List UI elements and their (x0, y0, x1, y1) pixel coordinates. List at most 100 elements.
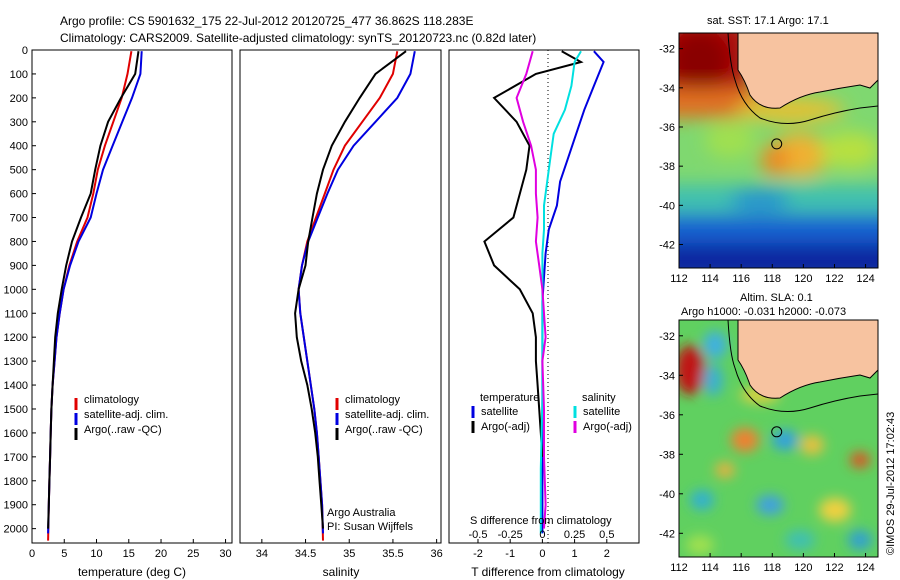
sla-argo-position-marker (771, 426, 783, 438)
x-tick-label: 0 (539, 548, 545, 560)
depth-tick-label: 1600 (4, 428, 28, 440)
x-tick-label: 35.5 (382, 548, 403, 560)
salinity-x-ticks: 34 34.5 35 35.5 36 (256, 539, 443, 560)
temperature-series (47, 51, 143, 541)
map-x-tick-label: 114 (701, 562, 719, 574)
sst-x-ticks: 112 114 116 118 120 122 124 (670, 264, 875, 285)
s-tick-label: 0 (539, 529, 545, 541)
x-tick-label: 1 (572, 548, 578, 560)
series-line-temperature-argo-adj- (483, 50, 584, 457)
legend-label-satellite: satellite-adj. clim. (345, 409, 429, 421)
map-x-tick-label: 116 (732, 273, 750, 285)
depth-tick-label: 800 (10, 236, 28, 248)
s-tick-label: -0.25 (498, 529, 523, 541)
depth-tick-label: 200 (10, 93, 28, 105)
depth-tick-label: 1100 (4, 308, 28, 320)
map-y-tick-label: -34 (659, 370, 675, 382)
x-tick-label: 35 (343, 548, 355, 560)
map-y-tick-label: -42 (659, 528, 675, 540)
x-tick-label: -1 (505, 548, 515, 560)
legend-label-satellite: satellite-adj. clim. (84, 409, 168, 421)
x-tick-label: 34.5 (295, 548, 316, 560)
sla-map-subtitle: Argo h1000: -0.031 h2000: -0.073 (681, 306, 846, 318)
depth-tick-label: 1700 (4, 452, 28, 464)
map-x-tick-label: 124 (856, 273, 874, 285)
difference-x-ticks: -2 -1 0 1 2 (473, 539, 610, 560)
depth-tick-label: 2000 (4, 524, 28, 536)
map-y-tick-label: -38 (659, 161, 675, 173)
sst-contour (727, 33, 878, 124)
legend-label-sal-argo: Argo(-adj) (583, 421, 632, 433)
sla-map-panel: Altim. SLA: 0.1 Argo h1000: -0.031 h2000… (659, 292, 879, 574)
series-line-argo-raw-qc- (294, 50, 407, 529)
depth-tick-label: 1900 (4, 500, 28, 512)
title-line-1: Argo profile: CS 5901632_175 22-Jul-2012… (60, 14, 473, 28)
salinity-xlabel: salinity (323, 565, 360, 579)
sla-x-ticks: 112 114 116 118 120 122 124 (670, 553, 875, 574)
temperature-axes-box (31, 49, 233, 544)
series-line-salinity-argo-adj- (515, 50, 547, 529)
map-x-tick-label: 116 (732, 562, 750, 574)
sla-contour (727, 320, 878, 412)
temperature-x-ticks: 0 5 10 15 20 25 30 (29, 539, 232, 560)
map-x-tick-label: 114 (701, 273, 719, 285)
map-y-tick-label: -40 (659, 200, 675, 212)
salinity-axes-box (239, 49, 442, 544)
x-tick-label: 0 (29, 548, 35, 560)
s-tick-label: 0.5 (599, 529, 614, 541)
australia-land-sla (737, 320, 878, 399)
map-x-tick-label: 122 (825, 562, 843, 574)
depth-tick-label: 1400 (4, 380, 28, 392)
annotation-argo-australia: Argo Australia (327, 507, 396, 519)
map-x-tick-label: 124 (856, 562, 874, 574)
legend-label-climatology: climatology (345, 394, 401, 406)
depth-tick-label: 100 (10, 69, 28, 81)
legend-label-temp-satellite: satellite (481, 406, 518, 418)
x-tick-label: 34 (256, 548, 268, 560)
map-x-tick-label: 120 (794, 273, 812, 285)
depth-tick-label: 1200 (4, 332, 28, 344)
depth-tick-label: 0 (22, 45, 28, 57)
imos-footer: ©IMOS 29-Jul-2012 17:02:43 (885, 412, 897, 555)
map-x-tick-label: 118 (764, 273, 782, 285)
depth-tick-label: 1800 (4, 476, 28, 488)
sla-y-ticks: -32 -34 -36 -38 -40 -42 (659, 331, 683, 540)
map-y-tick-label: -42 (659, 240, 675, 252)
legend-header-salinity: salinity (582, 392, 616, 404)
s-difference-label: S difference from climatology (470, 515, 612, 527)
temperature-xlabel: temperature (deg C) (78, 565, 186, 579)
depth-tick-label: 1300 (4, 356, 28, 368)
x-tick-label: 30 (219, 548, 231, 560)
series-line-argo-raw-qc- (47, 51, 140, 529)
depth-axis-ticks: 0 100 200 300 400 500 600 700 800 900 1000 1100 1200… (4, 45, 453, 536)
x-tick-label: 10 (90, 548, 102, 560)
legend-label-argo: Argo(..raw -QC) (84, 424, 162, 436)
map-y-tick-label: -38 (659, 449, 675, 461)
map-y-tick-label: -36 (659, 122, 675, 134)
x-tick-label: 2 (604, 548, 610, 560)
depth-tick-label: 300 (10, 117, 28, 129)
sst-y-ticks: -32 -34 -36 -38 -40 -42 (659, 44, 683, 252)
map-y-tick-label: -40 (659, 489, 675, 501)
depth-tick-label: 500 (10, 165, 28, 177)
annotation-pi: PI: Susan Wijffels (327, 521, 413, 533)
map-x-tick-label: 118 (764, 562, 782, 574)
sst-argo-position-marker (771, 138, 783, 150)
sla-map-frame (678, 319, 879, 558)
title-line-2: Climatology: CARS2009. Satellite-adjuste… (60, 31, 536, 45)
t-difference-label: T difference from climatology (471, 565, 625, 579)
depth-tick-label: 400 (10, 141, 28, 153)
x-tick-label: 20 (155, 548, 167, 560)
x-tick-label: 5 (61, 548, 67, 560)
temperature-panel: 0100200300400500600700800900100011001200… (4, 45, 453, 579)
map-x-tick-label: 122 (825, 273, 843, 285)
depth-tick-label: 600 (10, 189, 28, 201)
depth-tick-label: 1500 (4, 404, 28, 416)
salinity-legend: climatology satellite-adj. clim. Argo(..… (335, 394, 429, 440)
legend-header-temperature: temperature (480, 392, 539, 404)
difference-series (483, 50, 605, 534)
difference-legend: temperature salinity satellite Argo(-adj… (471, 392, 632, 433)
x-tick-label: 25 (187, 548, 199, 560)
legend-label-temp-argo: Argo(-adj) (481, 421, 530, 433)
